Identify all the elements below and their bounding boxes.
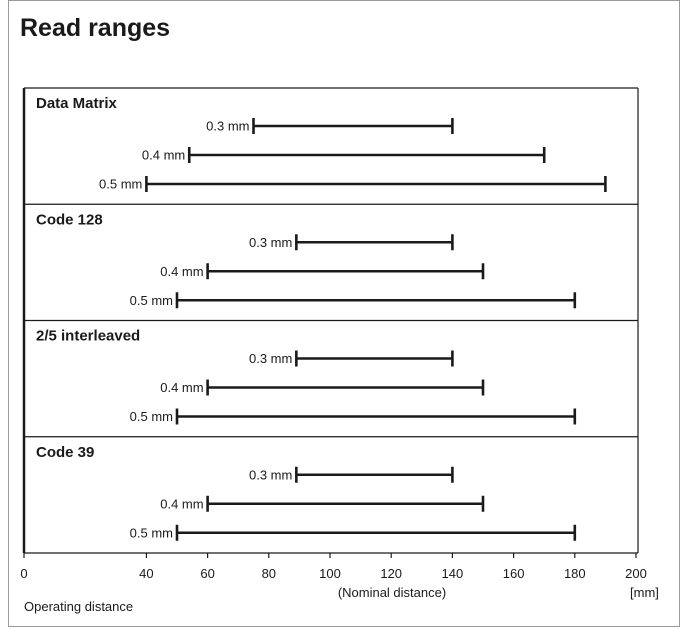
group-code-128: Code 128 0.3 mm 0.4 mm 0.5 mm [24, 203, 638, 309]
x-unit-label: [mm] [630, 585, 659, 600]
x-tick-label: 0 [20, 566, 27, 581]
x-label-operating-distance: Operating distance [24, 599, 133, 614]
x-tick-label: 40 [139, 566, 153, 581]
bar-label: 0.5 mm [130, 525, 173, 540]
group-data-matrix: Data Matrix 0.3 mm 0.4 mm0.5 mm [36, 95, 607, 192]
group-title: 2/5 interleaved [36, 328, 140, 345]
figure-frame [8, 0, 680, 627]
bar-label: 0.3 mm [206, 119, 249, 134]
x-tick-label: 160 [503, 566, 525, 581]
group-title: Data Matrix [36, 95, 118, 112]
x-tick-label: 200 [625, 566, 647, 581]
bar-label: 0.4 mm [160, 380, 203, 395]
x-axis: Operating distance (Nominal distance) [m… [20, 553, 659, 614]
x-label-nominal-distance: (Nominal distance) [338, 585, 446, 600]
bar-label: 0.5 mm [99, 177, 142, 192]
bar-label: 0.5 mm [130, 409, 173, 424]
bar-label: 0.5 mm [130, 293, 173, 308]
page-title: Read ranges [20, 14, 171, 42]
x-tick-label: 80 [262, 566, 276, 581]
bar-label: 0.3 mm [249, 351, 292, 366]
bar-label: 0.4 mm [160, 264, 203, 279]
group-code-39: Code 39 0.3 mm 0.4 mm 0.5 mm [24, 436, 638, 541]
x-tick-label: 120 [380, 566, 402, 581]
group-title: Code 39 [36, 444, 94, 461]
bar-label: 0.3 mm [249, 235, 292, 250]
bar-label: 0.4 mm [142, 148, 185, 163]
group-title: Code 128 [36, 211, 103, 228]
bar-label: 0.4 mm [160, 496, 203, 511]
x-tick-label: 100 [319, 566, 341, 581]
x-tick-label: 180 [564, 566, 586, 581]
bar-label: 0.3 mm [249, 467, 292, 482]
x-tick-label: 60 [200, 566, 214, 581]
group-2-5-interleaved: 2/5 interleaved 0.3 mm 0.4 mm 0.5 mm [24, 319, 638, 425]
x-tick-label: 140 [442, 566, 464, 581]
